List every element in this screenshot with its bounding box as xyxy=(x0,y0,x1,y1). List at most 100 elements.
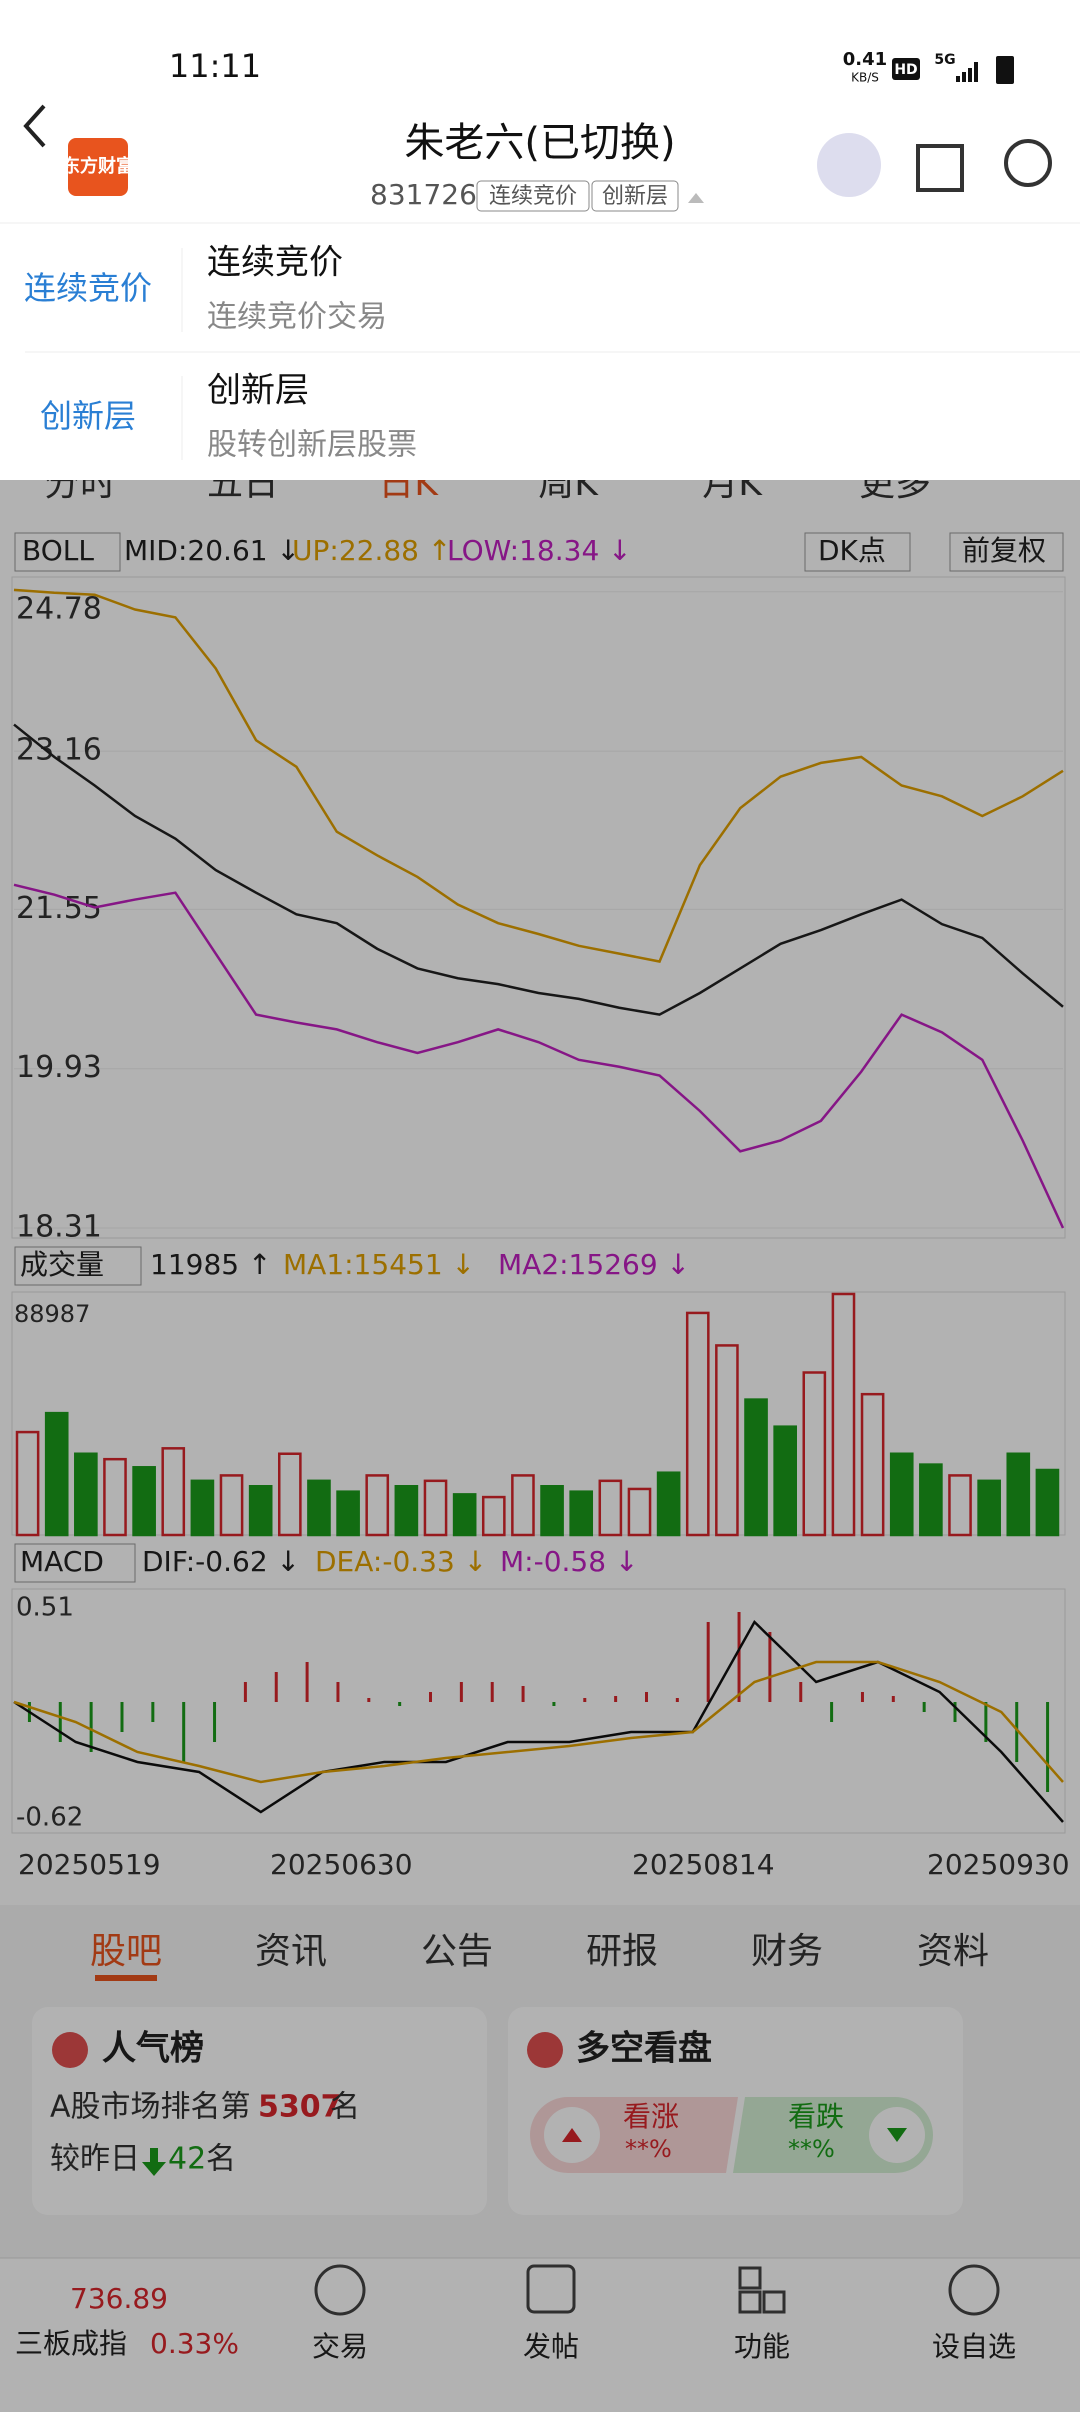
up-arrow xyxy=(562,2128,582,2142)
dif: DIF:-0.62 ↓ xyxy=(142,1545,300,1578)
hd-box xyxy=(892,58,920,80)
title: 朱老六(已切换) xyxy=(404,120,675,166)
back[interactable] xyxy=(23,104,46,148)
down-arrow xyxy=(887,2128,907,2142)
ma1: MA1:15451 ↓ xyxy=(283,1248,475,1281)
share[interactable] xyxy=(916,144,964,192)
tab[interactable]: 研报 xyxy=(586,1931,658,1972)
line xyxy=(13,588,1064,963)
volume-bar xyxy=(685,1311,710,1537)
fq-button[interactable] xyxy=(949,532,1064,572)
hd: HD xyxy=(894,62,917,78)
down-label: 看跌 xyxy=(788,2100,844,2133)
dropdown-side[interactable]: 创新层 xyxy=(40,397,136,435)
tag: 连续竞价 xyxy=(489,184,577,209)
tab[interactable]: 资料 xyxy=(917,1931,989,1972)
vol-panel xyxy=(11,1291,1066,1536)
date: 20250630 xyxy=(270,1848,413,1881)
volume-bar xyxy=(365,1474,390,1537)
nav-item[interactable]: 发帖 xyxy=(523,2330,579,2363)
dk-button[interactable] xyxy=(804,532,911,572)
volume-bar xyxy=(715,1344,739,1537)
y-tick-label: 0.51 xyxy=(16,1593,74,1623)
volume-bar xyxy=(481,1495,506,1537)
dropdown-title[interactable]: 连续竞价 xyxy=(207,243,343,283)
volume-bar xyxy=(744,1398,768,1537)
line xyxy=(13,883,1065,1229)
avatar[interactable] xyxy=(817,133,881,197)
icon xyxy=(948,2264,1000,2316)
volume-bar xyxy=(103,1457,127,1537)
tab[interactable]: 公告 xyxy=(421,1931,493,1972)
top: 11:11 0.41 KB/S HD 5G 东方财富 朱老六(已切换) 8317… xyxy=(0,0,1080,480)
content: 分时 五日 日K 周K 月K 更多 BOLL MID:20.61 ↓ UP:22… xyxy=(0,463,1080,2412)
volume-bar xyxy=(336,1490,360,1537)
indicator: 成交量 xyxy=(20,1248,104,1281)
dim-overlay[interactable] xyxy=(0,480,1080,2412)
tab[interactable]: 财务 xyxy=(751,1931,823,1972)
signal xyxy=(956,62,978,82)
volume-bar xyxy=(15,1430,40,1537)
dropdown-side[interactable]: 连续竞价 xyxy=(24,269,152,307)
nav-item[interactable]: 功能 xyxy=(734,2330,790,2363)
date: 20250519 xyxy=(18,1848,161,1881)
up-label: 看涨 xyxy=(623,2100,679,2133)
volume-bar xyxy=(423,1479,448,1537)
time: 11:11 xyxy=(169,47,261,85)
y-tick-label: -0.62 xyxy=(16,1803,83,1833)
date: 20250814 xyxy=(632,1848,775,1881)
tab[interactable]: 资讯 xyxy=(255,1931,327,1972)
rank: 5307 xyxy=(258,2090,342,2125)
up: UP:22.88 ↑ xyxy=(292,534,451,567)
volume-bar xyxy=(132,1466,156,1537)
volume-bar xyxy=(627,1487,652,1537)
battery xyxy=(996,56,1014,84)
macd-legend: MACD DIF:-0.62 ↓ DEA:-0.33 ↓ M:-0.58 ↓ xyxy=(14,1543,638,1583)
dropdown-title[interactable]: 创新层 xyxy=(207,371,309,411)
y-tick-label: 18.31 xyxy=(16,1210,102,1245)
volume-bar xyxy=(1035,1468,1060,1537)
volume-bar xyxy=(860,1392,885,1537)
tab[interactable]: 股吧 xyxy=(90,1931,162,1972)
logo-box xyxy=(68,138,128,196)
index-name[interactable]: 三板成指 xyxy=(15,2327,127,2360)
dk[interactable]: DK点 xyxy=(818,534,886,567)
search[interactable] xyxy=(1004,139,1052,187)
ma2: MA2:15269 ↓ xyxy=(498,1248,690,1281)
mid: MID:20.61 ↓ xyxy=(124,534,300,567)
collapse[interactable] xyxy=(688,193,704,203)
card-title: 多空看盘 xyxy=(576,2029,712,2069)
volume-bar xyxy=(394,1485,419,1537)
volume-bar xyxy=(161,1447,186,1537)
line xyxy=(13,1660,1064,1784)
vol-cur: 11985 ↑ xyxy=(150,1248,271,1281)
dropdown-desc: 连续竞价交易 xyxy=(207,300,387,335)
selector[interactable] xyxy=(14,1543,136,1583)
volume-bar xyxy=(889,1452,914,1537)
up-pct: **% xyxy=(625,2135,672,2163)
selector[interactable] xyxy=(14,532,121,572)
nav-item[interactable]: 交易 xyxy=(312,2330,368,2363)
fq[interactable]: 前复权 xyxy=(962,534,1046,567)
icon xyxy=(527,2032,563,2068)
y-tick-label: 19.93 xyxy=(16,1050,102,1085)
date: 20250930 xyxy=(927,1848,1070,1881)
rank-pre: A股市场排名第 xyxy=(50,2090,251,2125)
selector[interactable] xyxy=(14,1246,142,1286)
vol-max: 88987 xyxy=(14,1300,90,1328)
change: 42 xyxy=(168,2142,206,2177)
index-value[interactable]: 736.89 xyxy=(70,2282,168,2315)
volume-bar xyxy=(831,1292,856,1537)
info-tabs: 股吧 资讯 公告 研报 财务 资料 xyxy=(90,1931,989,1972)
price-panel xyxy=(11,576,1066,1239)
icon xyxy=(738,2290,762,2314)
index-pct[interactable]: 0.33% xyxy=(150,2327,239,2360)
nav-item[interactable]: 设自选 xyxy=(932,2330,1016,2363)
volume-bar xyxy=(802,1371,827,1537)
volume-bar xyxy=(948,1474,972,1537)
m: M:-0.58 ↓ xyxy=(500,1545,638,1578)
low: LOW:18.34 ↓ xyxy=(447,534,632,567)
volume-bar xyxy=(977,1479,1001,1537)
change-pre: 较昨日 xyxy=(50,2142,140,2177)
